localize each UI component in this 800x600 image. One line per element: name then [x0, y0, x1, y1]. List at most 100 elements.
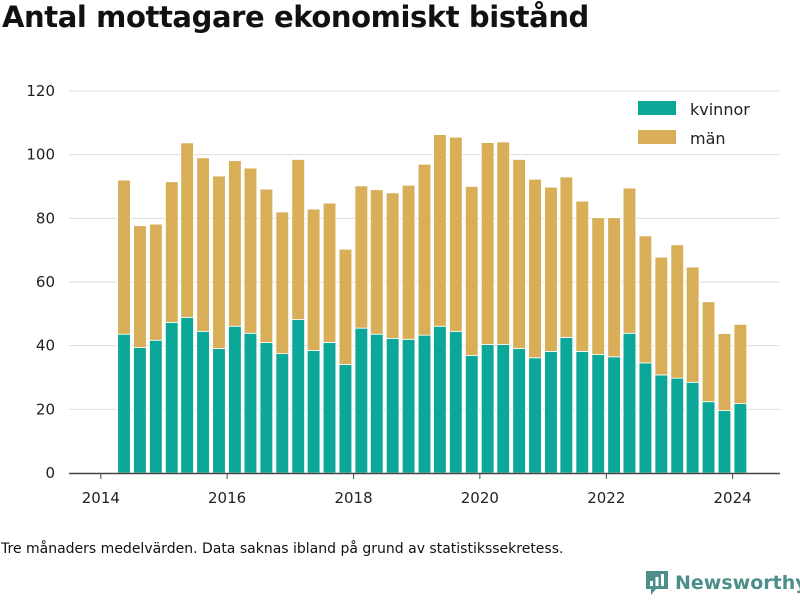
- bar-kvinnor: [322, 342, 337, 474]
- footnote: Tre månaders medelvärden. Data saknas ib…: [1, 541, 564, 557]
- bar-man: [449, 136, 463, 332]
- bar-kvinnor: [607, 356, 621, 474]
- bar-man: [670, 244, 685, 379]
- x-tick-label: 2014: [82, 489, 120, 507]
- x-tick-label: 2024: [714, 489, 752, 507]
- bar-kvinnor: [433, 325, 447, 474]
- bar-kvinnor: [180, 316, 194, 474]
- bar-man: [275, 211, 290, 355]
- bar-kvinnor: [243, 332, 258, 474]
- legend: kvinnor män: [630, 92, 764, 154]
- bar-man: [512, 159, 526, 349]
- bar-man: [575, 200, 590, 352]
- y-tick-label: 60: [36, 273, 55, 291]
- bar-kvinnor: [117, 333, 131, 474]
- bar-man: [133, 225, 147, 348]
- bar-man: [212, 175, 226, 349]
- bar-man: [243, 167, 258, 334]
- bar-man: [559, 176, 574, 338]
- bar-man: [480, 142, 495, 345]
- brand-name: Newsworthy: [675, 572, 800, 594]
- bar-man: [685, 266, 700, 383]
- x-axis-ticks: 2014 2016 2018 2020 2022 2024: [82, 473, 752, 507]
- bar-kvinnor: [685, 381, 700, 474]
- legend-swatch-man: [638, 130, 676, 144]
- bar-man: [228, 160, 242, 327]
- bar-man: [338, 248, 353, 365]
- bar-kvinnor: [638, 362, 653, 474]
- bar-man: [149, 223, 163, 341]
- bar-man: [591, 217, 605, 355]
- bar-kvinnor: [701, 401, 716, 474]
- x-tick-label: 2018: [334, 489, 372, 507]
- bar-man: [369, 189, 384, 335]
- bar-man: [196, 157, 210, 332]
- bar-kvinnor: [496, 343, 510, 474]
- bar-kvinnor: [133, 347, 147, 474]
- bar-kvinnor: [401, 338, 416, 474]
- bar-kvinnor: [259, 342, 274, 474]
- bar-man: [464, 186, 479, 356]
- y-tick-label: 120: [26, 82, 55, 100]
- bar-kvinnor: [354, 327, 369, 474]
- bar-kvinnor: [480, 343, 495, 474]
- bar-kvinnor: [417, 334, 432, 474]
- bar-kvinnor: [733, 403, 748, 474]
- bar-man: [180, 142, 194, 318]
- chart-title: Antal mottagare ekonomiskt bistånd: [2, 0, 589, 34]
- bar-man: [164, 181, 179, 323]
- bar-man: [291, 159, 305, 320]
- bar-kvinnor: [369, 333, 384, 474]
- x-tick-label: 2016: [208, 489, 246, 507]
- bar-kvinnor: [591, 354, 605, 474]
- bar-man: [654, 256, 669, 376]
- bar-kvinnor: [544, 350, 558, 474]
- bar-man: [259, 188, 274, 343]
- bar-kvinnor: [149, 339, 163, 474]
- bars: [117, 134, 748, 474]
- bar-man: [433, 134, 447, 327]
- bar-kvinnor: [670, 377, 685, 474]
- bar-man: [417, 163, 432, 336]
- y-tick-label: 80: [36, 209, 55, 227]
- y-tick-label: 20: [36, 400, 55, 418]
- bar-kvinnor: [449, 330, 463, 474]
- bar-kvinnor: [559, 336, 574, 474]
- bar-kvinnor: [654, 374, 669, 474]
- bar-kvinnor: [164, 322, 179, 474]
- bar-kvinnor: [575, 350, 590, 474]
- bar-man: [306, 208, 321, 351]
- bar-kvinnor: [291, 319, 305, 474]
- bar-man: [622, 187, 637, 334]
- newsworthy-logo-icon: [646, 571, 668, 595]
- bar-man: [354, 185, 369, 329]
- bar-kvinnor: [464, 355, 479, 474]
- bar-man: [717, 333, 732, 412]
- bar-kvinnor: [622, 332, 637, 474]
- bar-kvinnor: [385, 337, 400, 474]
- brand-logo: Newsworthy: [645, 570, 800, 596]
- bar-man: [322, 202, 337, 343]
- bar-kvinnor: [306, 350, 321, 474]
- bar-man: [117, 179, 131, 335]
- bar-man: [401, 184, 416, 340]
- bar-kvinnor: [528, 357, 542, 474]
- bar-man: [544, 186, 558, 352]
- bar-man: [496, 141, 510, 345]
- legend-label-kvinnor: kvinnor: [690, 100, 750, 119]
- legend-label-man: män: [690, 129, 726, 148]
- y-axis-tick-labels: 0 20 40 60 80 100 120: [26, 82, 55, 482]
- bar-man: [528, 178, 542, 359]
- bar-kvinnor: [512, 348, 526, 474]
- bar-kvinnor: [275, 353, 290, 474]
- y-tick-label: 40: [36, 337, 55, 355]
- bar-man: [385, 192, 400, 339]
- y-tick-label: 100: [26, 146, 55, 164]
- bar-kvinnor: [717, 410, 732, 474]
- bar-man: [638, 235, 653, 364]
- legend-swatch-kvinnor: [638, 101, 676, 115]
- bar-kvinnor: [212, 348, 226, 474]
- y-tick-label: 0: [45, 464, 55, 482]
- bar-man: [701, 301, 716, 403]
